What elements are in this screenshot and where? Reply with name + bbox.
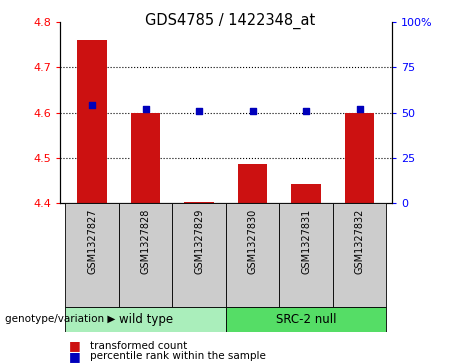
Text: GSM1327830: GSM1327830 (248, 208, 258, 274)
Text: SRC-2 null: SRC-2 null (276, 313, 337, 326)
Point (195, 108, 203, 114)
Bar (279, 203, 333, 307)
Text: ■: ■ (69, 350, 81, 363)
Bar (238, 164, 267, 203)
Bar (291, 184, 321, 203)
Bar (65, 203, 119, 307)
Text: percentile rank within the sample: percentile rank within the sample (90, 351, 266, 362)
Point (356, 106, 363, 112)
Bar (184, 202, 214, 203)
Text: GSM1327827: GSM1327827 (87, 208, 97, 274)
Text: GSM1327828: GSM1327828 (141, 208, 151, 274)
Point (249, 108, 256, 114)
Bar (226, 203, 279, 307)
Bar (226, 307, 386, 332)
Bar (131, 113, 160, 203)
Point (302, 108, 310, 114)
Text: transformed count: transformed count (90, 340, 187, 351)
Bar (65, 307, 226, 332)
Point (89, 102, 96, 108)
Text: wild type: wild type (118, 313, 173, 326)
Text: ■: ■ (69, 339, 81, 352)
Text: GSM1327829: GSM1327829 (194, 208, 204, 274)
Text: GDS4785 / 1422348_at: GDS4785 / 1422348_at (145, 13, 316, 29)
Bar (172, 203, 226, 307)
Bar (119, 203, 172, 307)
Bar (77, 40, 107, 203)
Bar (345, 113, 374, 203)
Text: GSM1327832: GSM1327832 (355, 208, 365, 274)
Text: genotype/variation ▶: genotype/variation ▶ (5, 314, 115, 325)
Bar (333, 203, 386, 307)
Point (142, 106, 149, 112)
Text: GSM1327831: GSM1327831 (301, 208, 311, 274)
